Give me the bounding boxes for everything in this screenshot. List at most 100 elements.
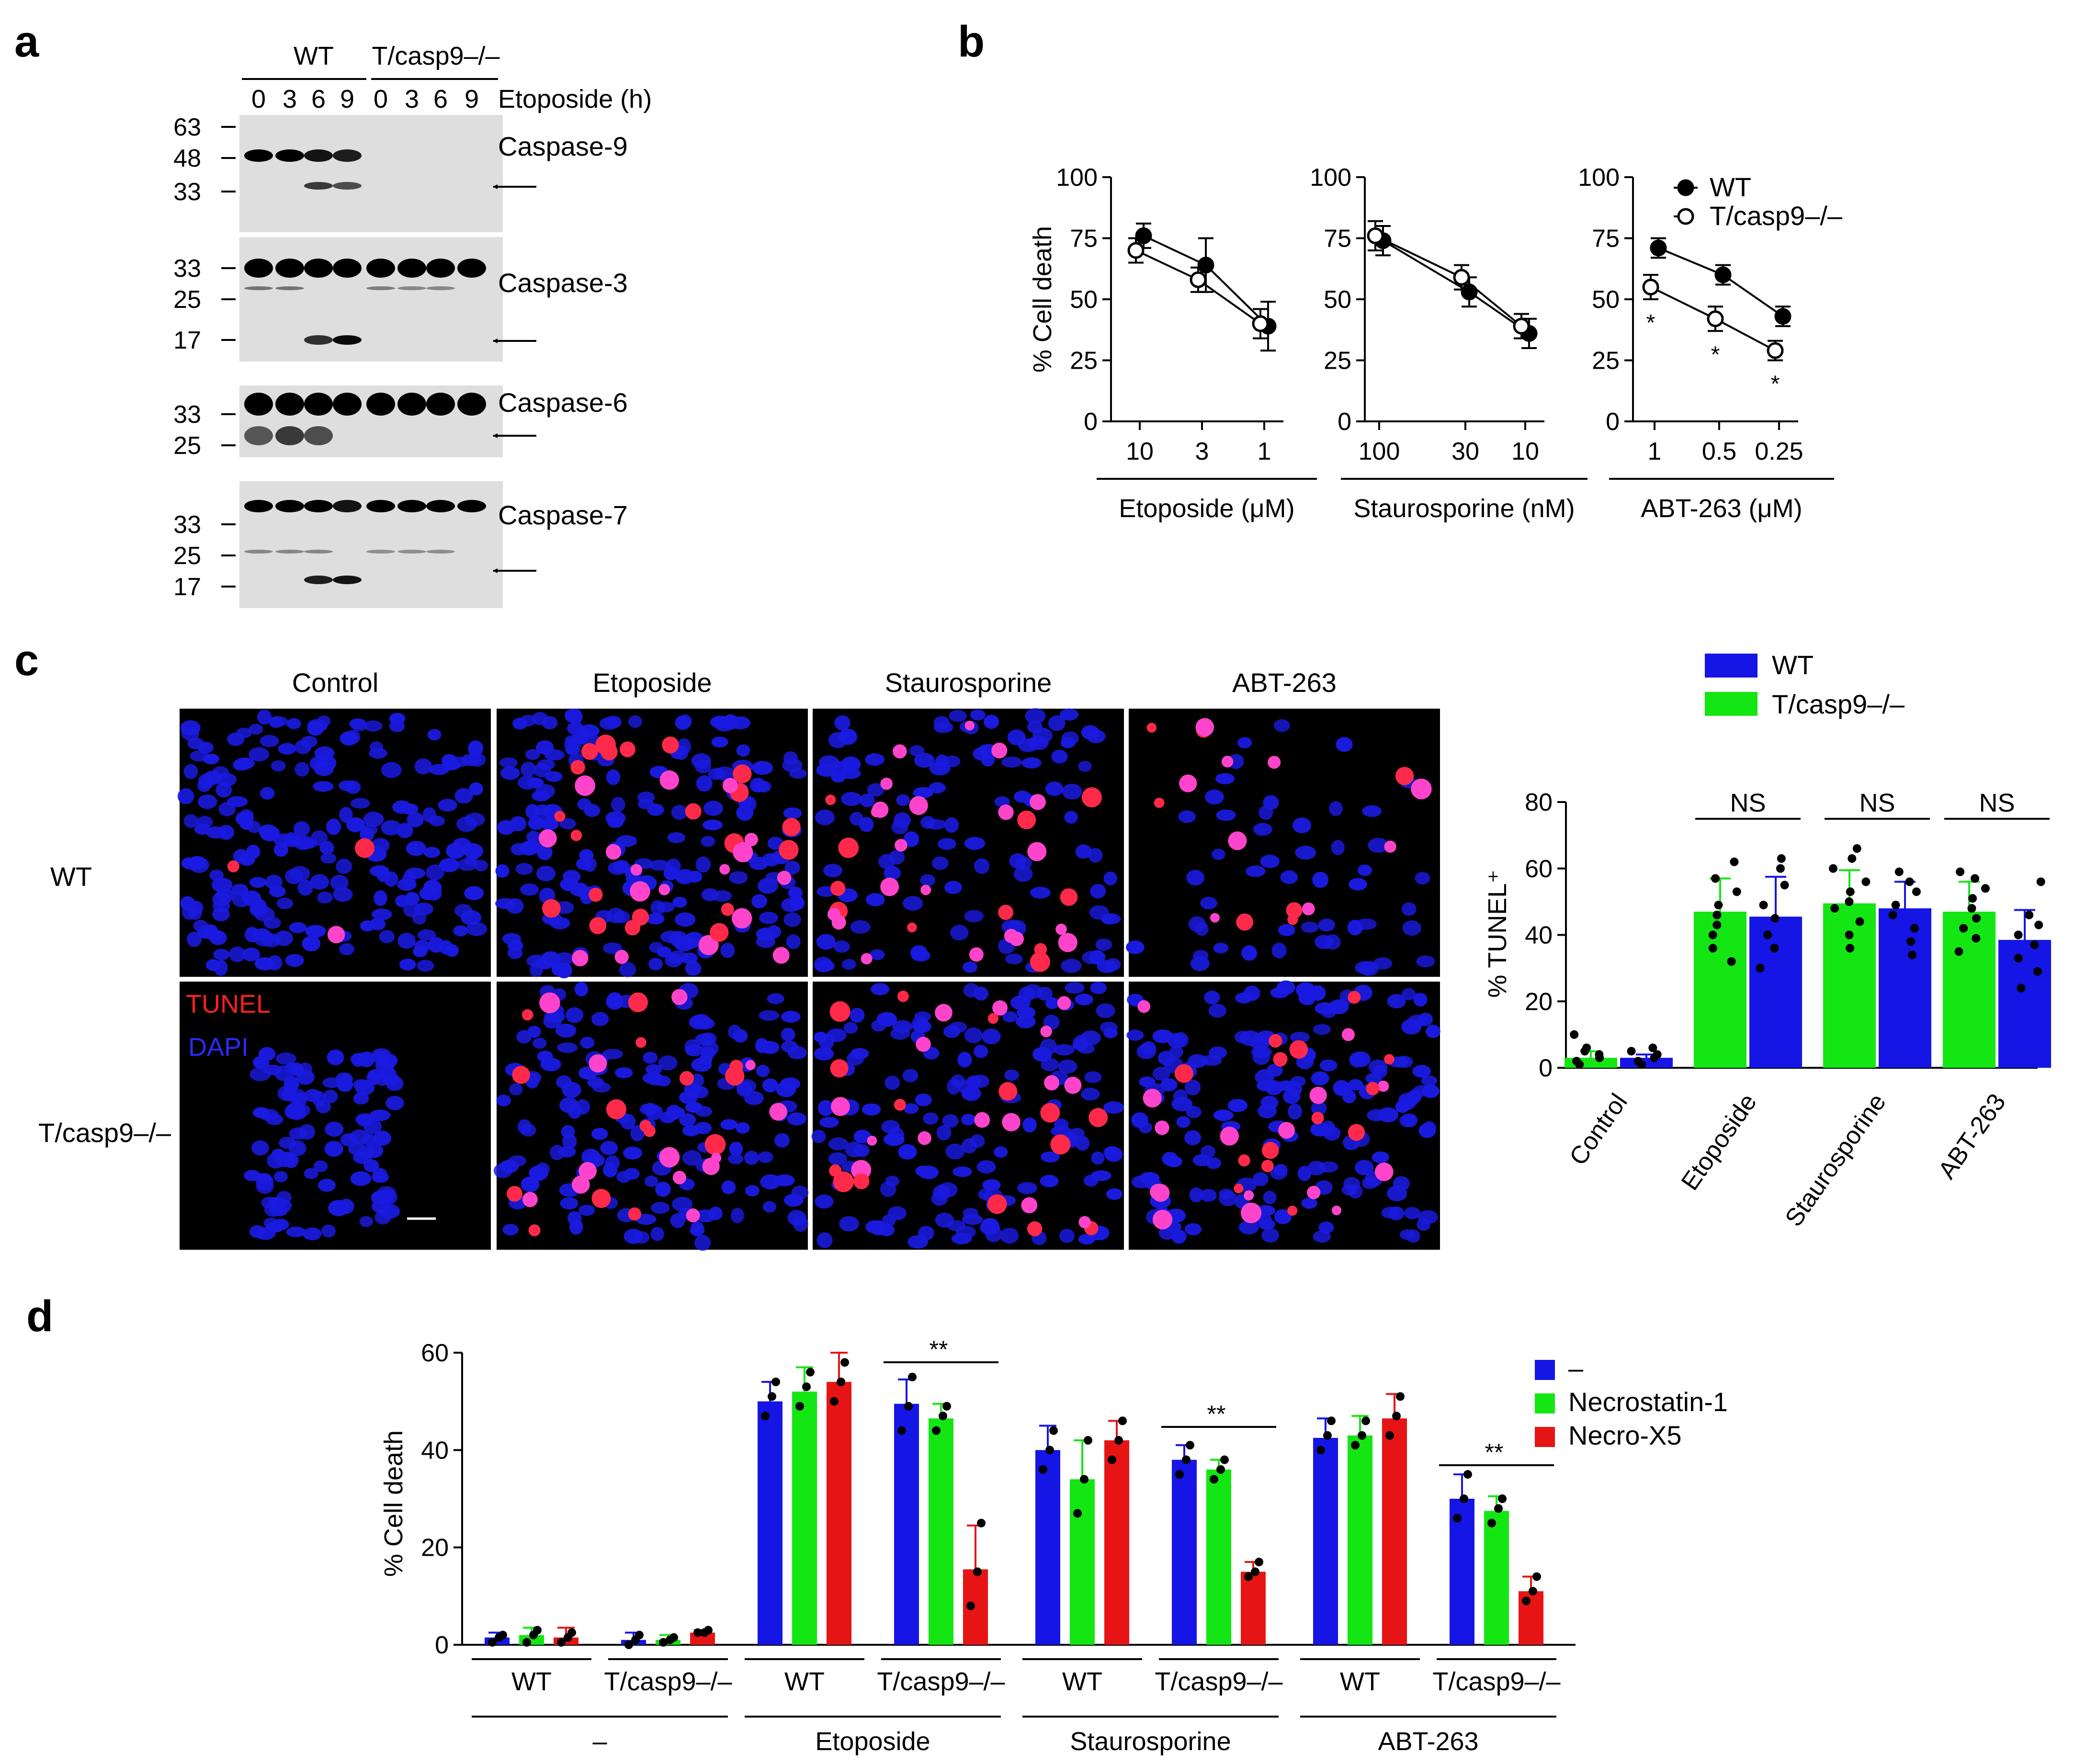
dapi-nucleus <box>783 751 798 765</box>
dapi-nucleus <box>963 1208 979 1219</box>
data-point <box>624 1640 633 1649</box>
y-tick-label: 0 <box>1539 1054 1553 1082</box>
dapi-nucleus <box>1413 993 1428 1007</box>
blot-membrane <box>239 237 503 362</box>
dapi-nucleus <box>562 1133 577 1150</box>
blot-band <box>457 259 486 278</box>
dapi-nucleus <box>512 717 528 730</box>
tunel-positive-nucleus <box>1302 902 1315 916</box>
tunel-positive-nucleus <box>1289 1040 1308 1059</box>
data-point <box>1845 897 1854 906</box>
dapi-nucleus <box>1357 864 1372 876</box>
x-tick-label: 1 <box>1648 438 1662 465</box>
blot-band <box>426 550 455 554</box>
tunel-positive-nucleus <box>639 1119 652 1132</box>
tunel-positive-nucleus <box>1060 888 1078 906</box>
data-point <box>1118 1416 1127 1425</box>
dapi-nucleus <box>1313 1024 1331 1035</box>
data-point <box>557 1638 566 1647</box>
tunel-positive-nucleus <box>853 1173 870 1189</box>
data-point <box>1182 1455 1191 1464</box>
dapi-nucleus <box>1277 1080 1295 1091</box>
blot-band <box>304 335 333 345</box>
dapi-nucleus <box>565 1007 584 1023</box>
dapi-nucleus <box>606 769 621 785</box>
dapi-nucleus <box>1301 921 1319 933</box>
data-point <box>2036 877 2045 886</box>
dapi-nucleus <box>605 1155 620 1171</box>
blot-band <box>366 500 395 512</box>
dapi-nucleus <box>1126 1029 1144 1041</box>
data-point <box>1650 239 1667 257</box>
tunel-positive-nucleus <box>572 950 589 967</box>
dapi-nucleus <box>544 771 563 782</box>
dapi-nucleus <box>744 1151 759 1165</box>
dapi-nucleus <box>371 838 390 853</box>
dapi-nucleus <box>560 1197 578 1210</box>
dapi-nucleus <box>828 732 848 748</box>
dapi-nucleus <box>1062 783 1082 800</box>
dapi-nucleus <box>648 958 663 971</box>
dapi-nucleus <box>468 740 484 757</box>
dapi-nucleus <box>728 1153 744 1165</box>
dapi-nucleus <box>643 1052 658 1064</box>
dapi-nucleus <box>784 860 800 875</box>
data-point <box>1513 317 1530 335</box>
dapi-nucleus <box>841 959 856 970</box>
significance-label: NS <box>1859 789 1895 817</box>
dapi-nucleus <box>537 844 553 860</box>
tunel-positive-nucleus <box>1155 1120 1169 1135</box>
tunel-positive-nucleus <box>861 953 873 965</box>
tunel-positive-nucleus <box>554 811 566 822</box>
dapi-nucleus <box>644 1176 658 1187</box>
tunel-positive-nucleus <box>1228 831 1247 850</box>
dapi-nucleus <box>536 866 556 882</box>
tunel-positive-nucleus <box>704 1134 726 1155</box>
dapi-nucleus <box>1004 1069 1019 1081</box>
bar-necro-x5 <box>690 1626 715 1645</box>
blot-band <box>397 550 426 554</box>
tunel-positive-nucleus <box>987 1013 999 1024</box>
tunel-positive-nucleus <box>998 905 1014 920</box>
blot-mw-marker: 33 <box>173 401 201 429</box>
dapi-nucleus <box>893 812 911 828</box>
dapi-nucleus <box>272 1219 289 1231</box>
dapi-nucleus <box>853 1130 872 1143</box>
dapi-nucleus <box>752 761 773 775</box>
dapi-nucleus <box>302 936 321 951</box>
dapi-nucleus <box>982 1029 1001 1045</box>
dapi-nucleus <box>414 758 432 775</box>
dapi-nucleus <box>606 907 625 924</box>
dapi-nucleus <box>1280 870 1298 884</box>
dapi-nucleus <box>914 1011 931 1022</box>
bar <box>1348 1435 1372 1645</box>
dapi-nucleus <box>903 1103 919 1114</box>
dapi-nucleus <box>269 717 283 728</box>
dapi-nucleus <box>372 1171 389 1183</box>
image-column-label: Control <box>292 667 379 698</box>
data-point <box>1774 308 1792 325</box>
tunel-positive-nucleus <box>1278 1122 1295 1139</box>
dapi-nucleus <box>1075 844 1092 859</box>
dapi-nucleus <box>1401 1019 1422 1035</box>
tunel-positive-nucleus <box>880 877 899 896</box>
dapi-nucleus <box>1368 837 1389 853</box>
dapi-nucleus <box>1417 1218 1431 1231</box>
tunel-positive-nucleus <box>987 1194 1007 1214</box>
bar <box>792 1391 817 1645</box>
tunel-positive-nucleus <box>1153 1210 1173 1230</box>
blot-band <box>333 393 362 416</box>
dapi-nucleus <box>295 762 310 777</box>
dapi-nucleus <box>650 1227 664 1241</box>
dapi-nucleus <box>993 1146 1008 1158</box>
bar <box>1172 1459 1197 1645</box>
dapi-nucleus <box>442 759 461 770</box>
blot-band <box>244 500 273 512</box>
micrograph-wt-control <box>177 709 491 977</box>
data-point <box>533 1626 542 1635</box>
dapi-nucleus <box>1258 1104 1277 1119</box>
dapi-nucleus <box>1160 1078 1178 1092</box>
data-point <box>1316 1446 1325 1455</box>
dapi-nucleus <box>915 1165 930 1176</box>
dapi-nucleus <box>1325 934 1341 950</box>
